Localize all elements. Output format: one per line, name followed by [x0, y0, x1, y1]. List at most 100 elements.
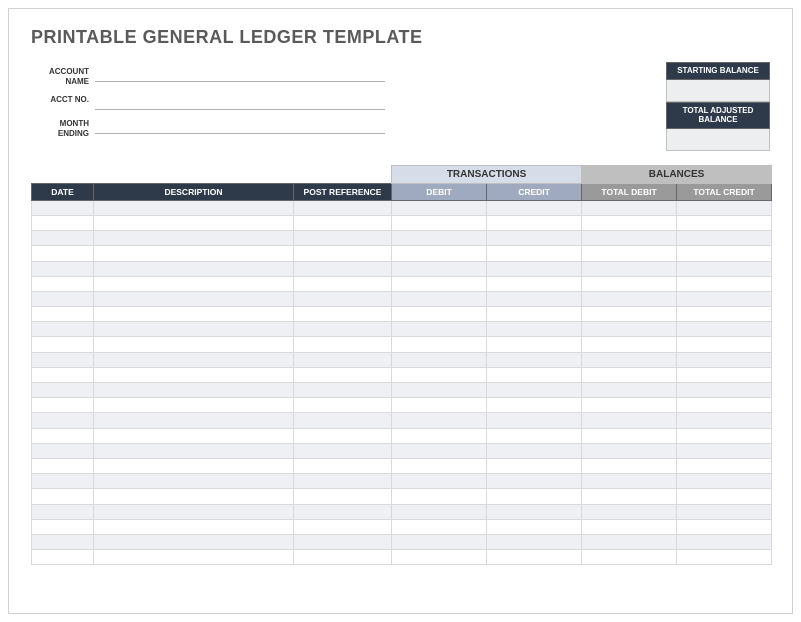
cell-post_ref[interactable]	[294, 474, 392, 489]
cell-credit[interactable]	[487, 534, 582, 549]
cell-description[interactable]	[94, 413, 294, 428]
cell-total_credit[interactable]	[677, 337, 772, 352]
cell-total_credit[interactable]	[677, 261, 772, 276]
cell-total_credit[interactable]	[677, 428, 772, 443]
cell-date[interactable]	[32, 322, 94, 337]
cell-total_debit[interactable]	[582, 246, 677, 261]
cell-debit[interactable]	[392, 458, 487, 473]
cell-date[interactable]	[32, 200, 94, 215]
cell-total_credit[interactable]	[677, 215, 772, 230]
cell-post_ref[interactable]	[294, 428, 392, 443]
cell-total_debit[interactable]	[582, 519, 677, 534]
cell-total_credit[interactable]	[677, 474, 772, 489]
cell-debit[interactable]	[392, 352, 487, 367]
cell-total_debit[interactable]	[582, 489, 677, 504]
cell-description[interactable]	[94, 534, 294, 549]
cell-date[interactable]	[32, 474, 94, 489]
cell-total_credit[interactable]	[677, 322, 772, 337]
cell-debit[interactable]	[392, 246, 487, 261]
cell-total_credit[interactable]	[677, 352, 772, 367]
cell-credit[interactable]	[487, 337, 582, 352]
cell-credit[interactable]	[487, 291, 582, 306]
cell-description[interactable]	[94, 504, 294, 519]
cell-post_ref[interactable]	[294, 519, 392, 534]
cell-total_debit[interactable]	[582, 504, 677, 519]
cell-debit[interactable]	[392, 443, 487, 458]
cell-credit[interactable]	[487, 215, 582, 230]
cell-date[interactable]	[32, 413, 94, 428]
cell-debit[interactable]	[392, 428, 487, 443]
cell-post_ref[interactable]	[294, 398, 392, 413]
cell-credit[interactable]	[487, 200, 582, 215]
cell-total_debit[interactable]	[582, 307, 677, 322]
cell-description[interactable]	[94, 443, 294, 458]
cell-debit[interactable]	[392, 261, 487, 276]
cell-total_debit[interactable]	[582, 322, 677, 337]
cell-total_debit[interactable]	[582, 291, 677, 306]
cell-post_ref[interactable]	[294, 489, 392, 504]
cell-credit[interactable]	[487, 322, 582, 337]
cell-debit[interactable]	[392, 550, 487, 565]
cell-credit[interactable]	[487, 307, 582, 322]
cell-date[interactable]	[32, 291, 94, 306]
cell-post_ref[interactable]	[294, 383, 392, 398]
cell-date[interactable]	[32, 489, 94, 504]
cell-debit[interactable]	[392, 291, 487, 306]
cell-post_ref[interactable]	[294, 215, 392, 230]
cell-description[interactable]	[94, 550, 294, 565]
cell-post_ref[interactable]	[294, 504, 392, 519]
cell-description[interactable]	[94, 398, 294, 413]
cell-total_debit[interactable]	[582, 428, 677, 443]
cell-total_debit[interactable]	[582, 550, 677, 565]
adjusted-balance-value[interactable]	[666, 129, 770, 151]
acct-no-input[interactable]	[95, 90, 385, 110]
cell-total_credit[interactable]	[677, 200, 772, 215]
cell-credit[interactable]	[487, 261, 582, 276]
cell-date[interactable]	[32, 307, 94, 322]
cell-debit[interactable]	[392, 474, 487, 489]
cell-credit[interactable]	[487, 276, 582, 291]
cell-debit[interactable]	[392, 489, 487, 504]
cell-credit[interactable]	[487, 474, 582, 489]
cell-total_debit[interactable]	[582, 276, 677, 291]
cell-date[interactable]	[32, 398, 94, 413]
cell-description[interactable]	[94, 276, 294, 291]
cell-description[interactable]	[94, 489, 294, 504]
cell-description[interactable]	[94, 337, 294, 352]
cell-debit[interactable]	[392, 534, 487, 549]
cell-description[interactable]	[94, 519, 294, 534]
cell-post_ref[interactable]	[294, 534, 392, 549]
cell-debit[interactable]	[392, 276, 487, 291]
cell-total_debit[interactable]	[582, 337, 677, 352]
cell-total_debit[interactable]	[582, 398, 677, 413]
cell-credit[interactable]	[487, 489, 582, 504]
cell-credit[interactable]	[487, 383, 582, 398]
cell-debit[interactable]	[392, 504, 487, 519]
cell-total_credit[interactable]	[677, 534, 772, 549]
cell-description[interactable]	[94, 367, 294, 382]
cell-description[interactable]	[94, 291, 294, 306]
cell-description[interactable]	[94, 246, 294, 261]
cell-total_debit[interactable]	[582, 413, 677, 428]
cell-total_credit[interactable]	[677, 489, 772, 504]
cell-description[interactable]	[94, 200, 294, 215]
cell-credit[interactable]	[487, 352, 582, 367]
cell-debit[interactable]	[392, 383, 487, 398]
cell-total_debit[interactable]	[582, 215, 677, 230]
cell-description[interactable]	[94, 458, 294, 473]
cell-total_credit[interactable]	[677, 413, 772, 428]
cell-description[interactable]	[94, 352, 294, 367]
cell-total_credit[interactable]	[677, 231, 772, 246]
cell-debit[interactable]	[392, 307, 487, 322]
cell-post_ref[interactable]	[294, 322, 392, 337]
cell-credit[interactable]	[487, 504, 582, 519]
cell-credit[interactable]	[487, 398, 582, 413]
cell-date[interactable]	[32, 261, 94, 276]
cell-debit[interactable]	[392, 215, 487, 230]
cell-total_debit[interactable]	[582, 200, 677, 215]
cell-post_ref[interactable]	[294, 246, 392, 261]
cell-debit[interactable]	[392, 337, 487, 352]
cell-date[interactable]	[32, 352, 94, 367]
cell-total_debit[interactable]	[582, 458, 677, 473]
cell-credit[interactable]	[487, 413, 582, 428]
